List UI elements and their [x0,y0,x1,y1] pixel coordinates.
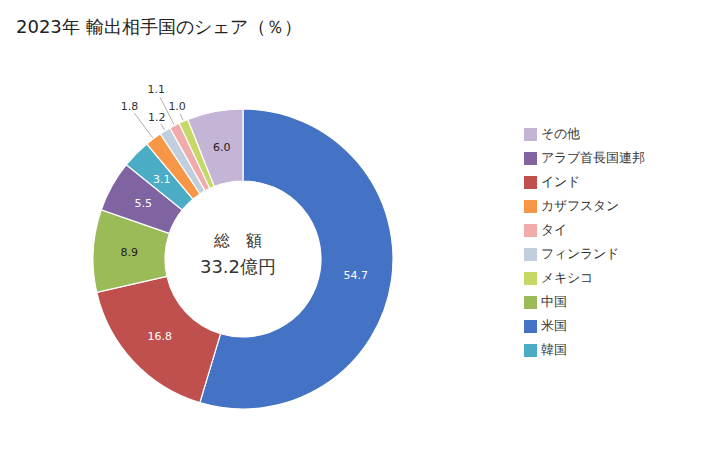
html-text:フィンランド: フィンランド [541,246,619,261]
html-text:カザフスタン: カザフスタン [541,198,619,213]
html-text:インド: インド [541,174,580,189]
html-text:米国: 米国 [541,318,567,333]
html-text:その他: その他 [541,126,580,141]
svg-text:16.8: 16.8 [147,330,172,343]
svg-text:54.7: 54.7 [344,269,369,282]
svg-text:5.5: 5.5 [135,197,153,210]
html-text:メキシコ: メキシコ [541,270,593,285]
html-text:2023年 輸出相手国のシェア（％）: 2023年 輸出相手国のシェア（％） [16,16,302,37]
svg-text:1.8: 1.8 [121,100,139,113]
html-text:アラブ首長国連邦: アラブ首長国連邦 [541,150,645,165]
svg-text:1.1: 1.1 [148,83,166,96]
html-text:33.2億円: 33.2億円 [200,256,276,277]
html-text:タイ: タイ [541,222,567,237]
html-text:韓国: 韓国 [541,342,567,357]
svg-text:8.9: 8.9 [120,246,138,259]
svg-text:1.0: 1.0 [168,100,186,113]
svg-text:3.1: 3.1 [153,173,171,186]
html-text:中国: 中国 [541,294,567,309]
svg-text:6.0: 6.0 [213,141,231,154]
html-text:総 額: 総 額 [214,231,262,250]
svg-text:1.2: 1.2 [148,111,166,124]
